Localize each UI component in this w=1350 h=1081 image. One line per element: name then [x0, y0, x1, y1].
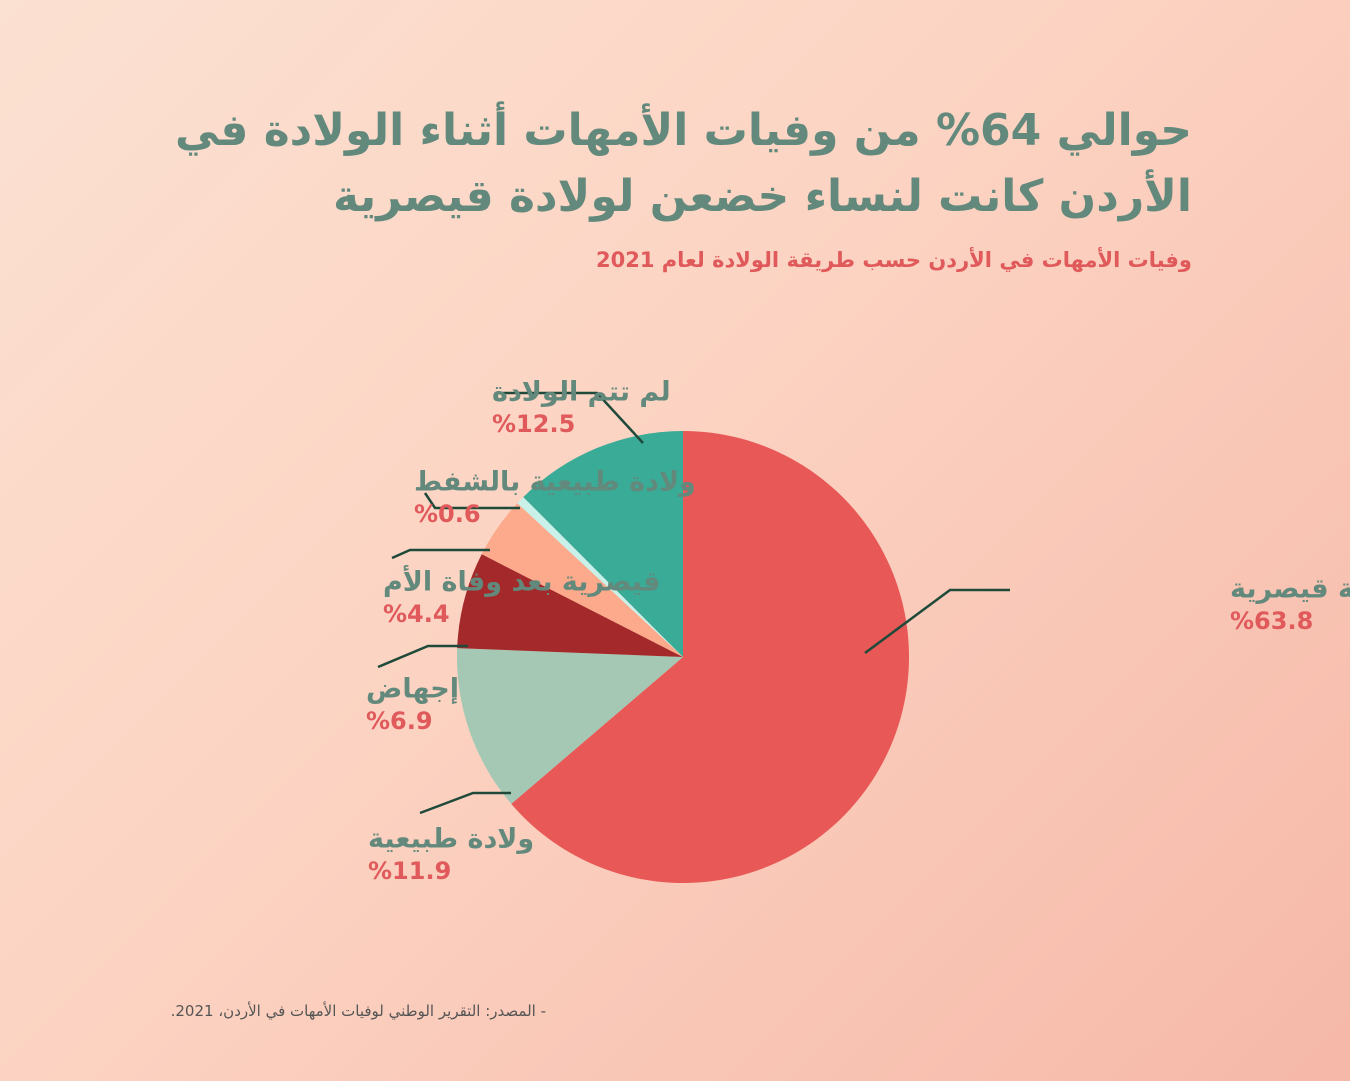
leader-line-4: [391, 548, 490, 560]
leader-line-5: [423, 492, 520, 510]
pie-slice-4: [481, 503, 683, 657]
pie-slice-5: [517, 497, 683, 657]
pie-slice-1: [511, 431, 909, 883]
slice-value-1: %63.8: [1230, 607, 1313, 635]
pie-slices: [456, 431, 909, 883]
pie-slice-6: [523, 431, 683, 657]
source-note: - المصدر: التقرير الوطني لوفيات الأمهات …: [170, 1002, 546, 1020]
slice-value-6: %12.5: [492, 410, 575, 438]
chart-subtitle: وفيات الأمهات في الأردن حسب طريقة الولاد…: [595, 248, 1192, 272]
leader-line-3: [377, 644, 468, 669]
pie-slice-2: [456, 648, 683, 804]
slice-value-4: %4.4: [383, 600, 450, 628]
slice-labels: عملية قيصرية%63.8 ولادة طبيعية%11.9 إجهاض%…: [366, 377, 1350, 886]
slice-label-4: قيصرية بعد وفاة الأم: [383, 565, 660, 598]
leader-lines: [377, 391, 1010, 815]
leader-line-2: [419, 791, 511, 815]
slice-label-5: ولادة طبيعية بالشفط: [414, 467, 696, 498]
slice-value-3: %6.9: [366, 707, 433, 735]
leader-line-1: [864, 588, 1010, 655]
slice-label-2: ولادة طبيعية: [368, 824, 534, 855]
chart-title: حوالي 64% من وفيات الأمهات أثناء الولادة…: [175, 105, 1192, 222]
slice-label-1: عملية قيصرية: [1230, 574, 1350, 605]
leader-line-6: [503, 391, 644, 444]
slice-value-2: %11.9: [368, 857, 451, 885]
pie-slice-3: [457, 554, 683, 657]
slice-value-5: %0.6: [414, 500, 481, 528]
slice-label-6: لم تتم الولادة: [492, 377, 671, 408]
slice-label-3: إجهاض: [366, 674, 459, 705]
